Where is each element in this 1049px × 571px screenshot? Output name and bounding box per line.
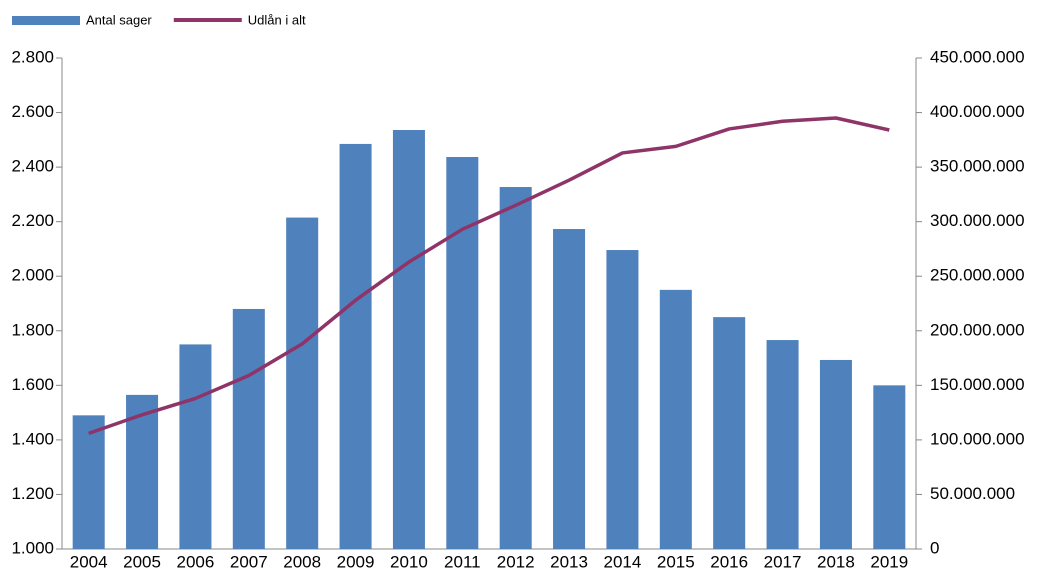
y2-tick-label: 150.000.000 <box>930 375 1025 394</box>
x-tick-label: 2015 <box>657 552 695 571</box>
legend-swatch <box>12 16 80 25</box>
y-tick-label: 2.200 <box>11 211 54 230</box>
y2-tick-label: 300.000.000 <box>930 211 1025 230</box>
y2-tick-label: 400.000.000 <box>930 102 1025 121</box>
bar <box>446 157 479 550</box>
bar <box>392 130 425 549</box>
y2-tick-label: 250.000.000 <box>930 266 1025 285</box>
x-tick-label: 2004 <box>70 552 108 571</box>
y-tick-label: 1.800 <box>11 320 54 339</box>
bar <box>179 344 212 549</box>
bar <box>766 340 799 549</box>
y2-tick-label: 350.000.000 <box>930 157 1025 176</box>
x-tick-label: 2019 <box>870 552 908 571</box>
y2-tick-label: 450.000.000 <box>930 47 1025 66</box>
y-tick-label: 1.200 <box>11 484 54 503</box>
bar <box>659 289 692 549</box>
bar <box>126 394 159 549</box>
x-tick-label: 2008 <box>283 552 321 571</box>
x-tick-label: 2016 <box>710 552 748 571</box>
x-tick-label: 2017 <box>764 552 802 571</box>
y-tick-label: 2.600 <box>11 102 54 121</box>
y-tick-label: 2.400 <box>11 157 54 176</box>
x-tick-label: 2012 <box>497 552 535 571</box>
line <box>88 116 890 435</box>
bar <box>606 250 639 549</box>
y-tick-label: 1.000 <box>11 538 54 557</box>
bar <box>339 143 372 550</box>
bar <box>232 308 265 549</box>
x-tick-label: 2006 <box>177 552 215 571</box>
x-tick-label: 2014 <box>604 552 642 571</box>
bar <box>286 217 319 549</box>
bar <box>819 359 852 549</box>
x-tick-label: 2018 <box>817 552 855 571</box>
x-tick-label: 2005 <box>123 552 161 571</box>
legend-label: Udlån i alt <box>248 12 306 27</box>
x-tick-label: 2010 <box>390 552 428 571</box>
x-tick-label: 2013 <box>550 552 588 571</box>
y2-tick-label: 100.000.000 <box>930 429 1025 448</box>
x-tick-label: 2011 <box>444 552 481 571</box>
legend-label: Antal sager <box>86 12 152 27</box>
bar <box>713 317 746 549</box>
y-tick-label: 1.600 <box>11 375 54 394</box>
y-tick-label: 2.000 <box>11 266 54 285</box>
x-tick-label: 2009 <box>337 552 375 571</box>
y-tick-label: 2.800 <box>11 47 54 66</box>
y2-tick-label: 200.000.000 <box>930 320 1025 339</box>
bar <box>553 229 586 549</box>
y2-tick-label: 0 <box>930 538 939 557</box>
bar <box>499 187 532 549</box>
bar <box>72 415 105 549</box>
bar <box>873 385 906 549</box>
y-tick-label: 1.400 <box>11 429 54 448</box>
y2-tick-label: 50.000.000 <box>930 484 1015 503</box>
x-tick-label: 2007 <box>230 552 268 571</box>
